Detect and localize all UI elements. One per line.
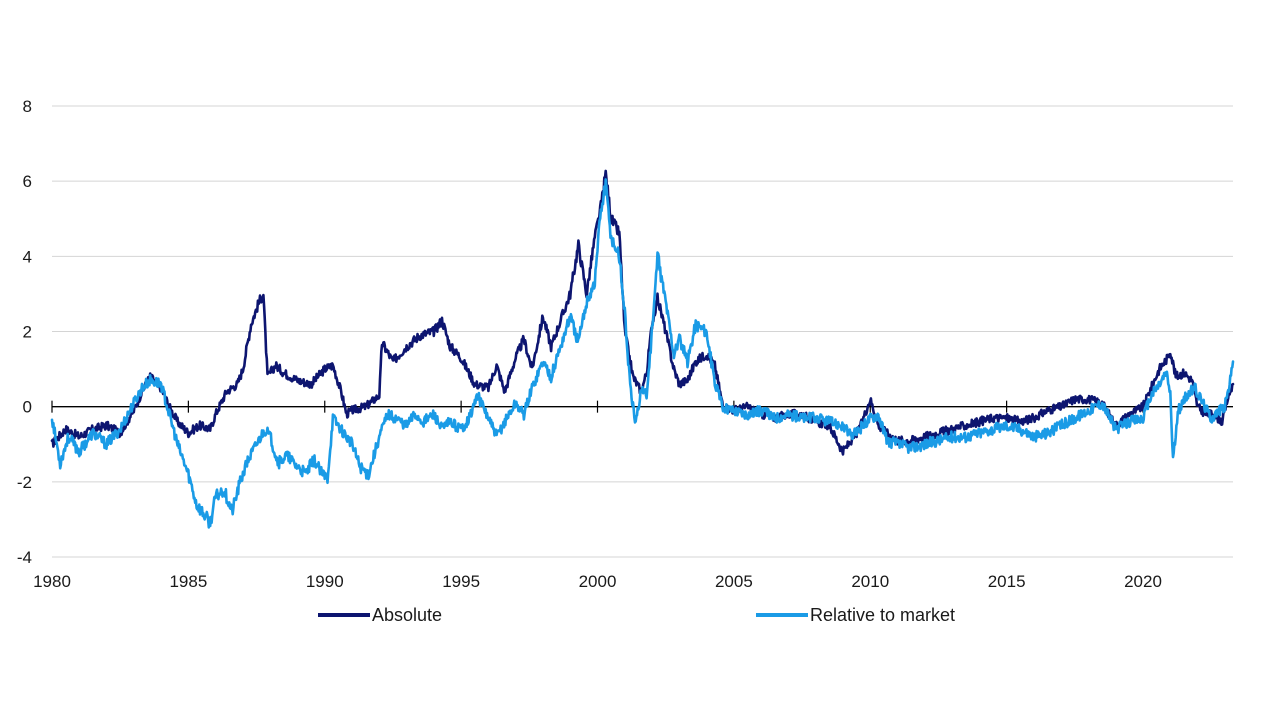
legend: Absolute Relative to market	[318, 605, 955, 625]
y-tick-label: -2	[17, 473, 32, 492]
x-tick-label: 1985	[169, 572, 207, 591]
y-tick-labels: -4 -2 0 2 4 6 8	[17, 97, 32, 567]
legend-item-absolute: Absolute	[318, 605, 442, 625]
x-tick-label: 1980	[33, 572, 71, 591]
y-tick-label: 6	[23, 172, 32, 191]
y-tick-label: 0	[23, 398, 32, 417]
gridlines	[52, 105, 1233, 558]
x-tick-label: 2020	[1124, 572, 1162, 591]
legend-label: Absolute	[372, 605, 442, 625]
series-line-absolute	[50, 169, 1235, 456]
x-tick-label: 2000	[579, 572, 617, 591]
y-tick-label: 8	[23, 97, 32, 116]
x-tick-labels: 1980 1985 1990 1995 2000 2005 2010 2015 2020	[33, 572, 1162, 591]
y-tick-label: -4	[17, 548, 32, 567]
legend-label: Relative to market	[810, 605, 955, 625]
x-tick-label: 1990	[306, 572, 344, 591]
x-tick-label: 2010	[851, 572, 889, 591]
x-tick-label: 1995	[442, 572, 480, 591]
series-line-relative-to-market	[50, 178, 1235, 529]
x-tick-label: 2015	[988, 572, 1026, 591]
x-tick-label: 2005	[715, 572, 753, 591]
legend-item-relative-to-market: Relative to market	[756, 605, 955, 625]
series-lines	[50, 169, 1235, 529]
y-tick-label: 2	[23, 323, 32, 342]
y-tick-label: 4	[23, 247, 32, 266]
